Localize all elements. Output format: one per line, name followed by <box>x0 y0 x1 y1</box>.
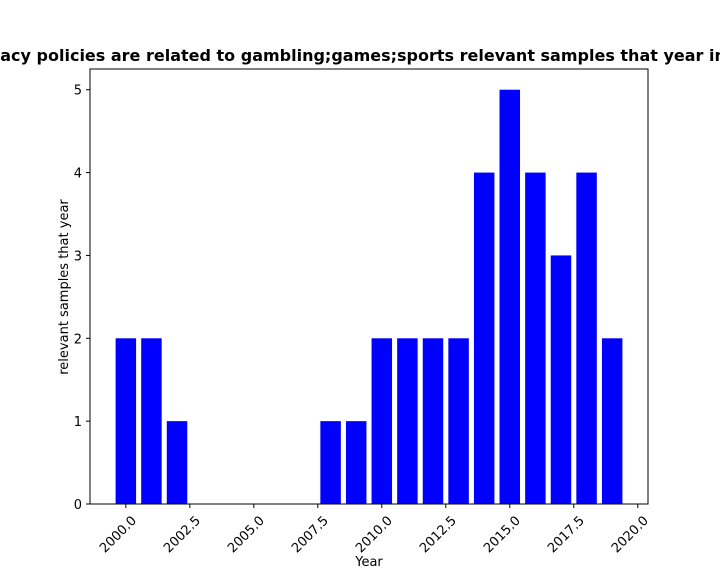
bar-2010 <box>371 338 393 504</box>
bar-2015 <box>499 89 521 505</box>
bar-2002 <box>166 421 188 504</box>
bar-2018 <box>576 172 597 504</box>
bar-2001 <box>141 338 162 504</box>
bar-2012 <box>422 338 444 504</box>
x-axis-ticks: 2000.0 2002.5 2005.0 2007.5 2010.0 2012.5 2015… <box>97 504 652 556</box>
y-axis-label: relevant samples that year <box>57 199 72 375</box>
y-axis-ticks: 0 1 2 3 4 5 <box>74 84 90 513</box>
x-tick-label: 2020.0 <box>609 513 652 556</box>
bar-2000 <box>115 338 137 504</box>
y-tick-label: 3 <box>74 249 82 264</box>
bar-2013 <box>448 338 469 504</box>
bar-2019 <box>601 338 623 504</box>
chart-title-container: Number of privacy policies are related t… <box>0 46 720 70</box>
x-tick-label: 2015.0 <box>481 513 524 556</box>
chart-title: Number of privacy policies are related t… <box>0 46 720 65</box>
x-tick-label: 2012.5 <box>417 513 460 556</box>
y-tick-label: 2 <box>74 332 82 347</box>
plot-area-frame <box>89 68 649 505</box>
bar-2014 <box>473 172 495 504</box>
x-tick-label: 2010.0 <box>353 513 396 556</box>
bar-2008 <box>320 421 341 504</box>
x-tick-label: 2005.0 <box>225 513 268 556</box>
bar-2017 <box>550 255 572 504</box>
x-tick-label: 2002.5 <box>161 513 204 556</box>
x-tick-label: 2007.5 <box>289 513 332 556</box>
x-axis-label: Year <box>354 555 383 570</box>
y-tick-label: 5 <box>74 84 82 99</box>
x-tick-label: 2017.5 <box>545 513 588 556</box>
y-tick-label: 1 <box>74 415 82 430</box>
x-tick-label: 2000.0 <box>97 513 140 556</box>
y-tick-label: 0 <box>74 498 82 513</box>
y-tick-label: 4 <box>74 167 82 182</box>
bar-2009 <box>345 421 367 504</box>
bar-2016 <box>525 172 546 504</box>
bar-group <box>115 89 623 505</box>
bar-2011 <box>397 338 418 504</box>
